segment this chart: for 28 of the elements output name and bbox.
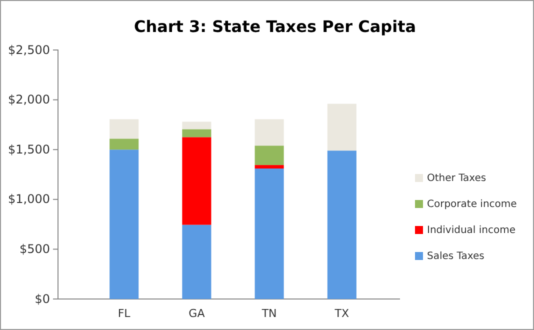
- x-tick-label: GA: [188, 306, 206, 320]
- legend-label: Sales Taxes: [427, 251, 484, 262]
- bar: [110, 138, 139, 150]
- bar: [327, 150, 356, 299]
- y-tick-label: $1,000: [8, 192, 50, 206]
- x-tick-label: FL: [118, 306, 132, 320]
- bar: [254, 146, 284, 166]
- x-tick-label: TX: [334, 306, 350, 320]
- y-tick-label: $2,000: [8, 92, 50, 107]
- bar: [182, 122, 212, 130]
- bar: [110, 150, 139, 299]
- legend-label: Other Taxes: [427, 173, 486, 184]
- bar: [182, 224, 212, 299]
- y-tick-label: $500: [19, 242, 50, 256]
- y-tick-label: $0: [34, 292, 50, 306]
- x-tick-label: TN: [260, 306, 277, 320]
- legend-label: Individual income: [427, 225, 516, 236]
- bar: [182, 137, 212, 225]
- bar: [182, 129, 212, 138]
- bar: [110, 119, 139, 139]
- bar: [327, 104, 356, 151]
- y-tick-label: $1,500: [8, 142, 50, 156]
- legend-label: Corporate income: [427, 199, 517, 210]
- bar: [254, 165, 284, 169]
- bar: [254, 119, 284, 146]
- chart-title: Chart 3: State Taxes Per Capita: [134, 17, 416, 36]
- bar: [254, 168, 284, 299]
- y-tick-label: $2,500: [8, 42, 50, 57]
